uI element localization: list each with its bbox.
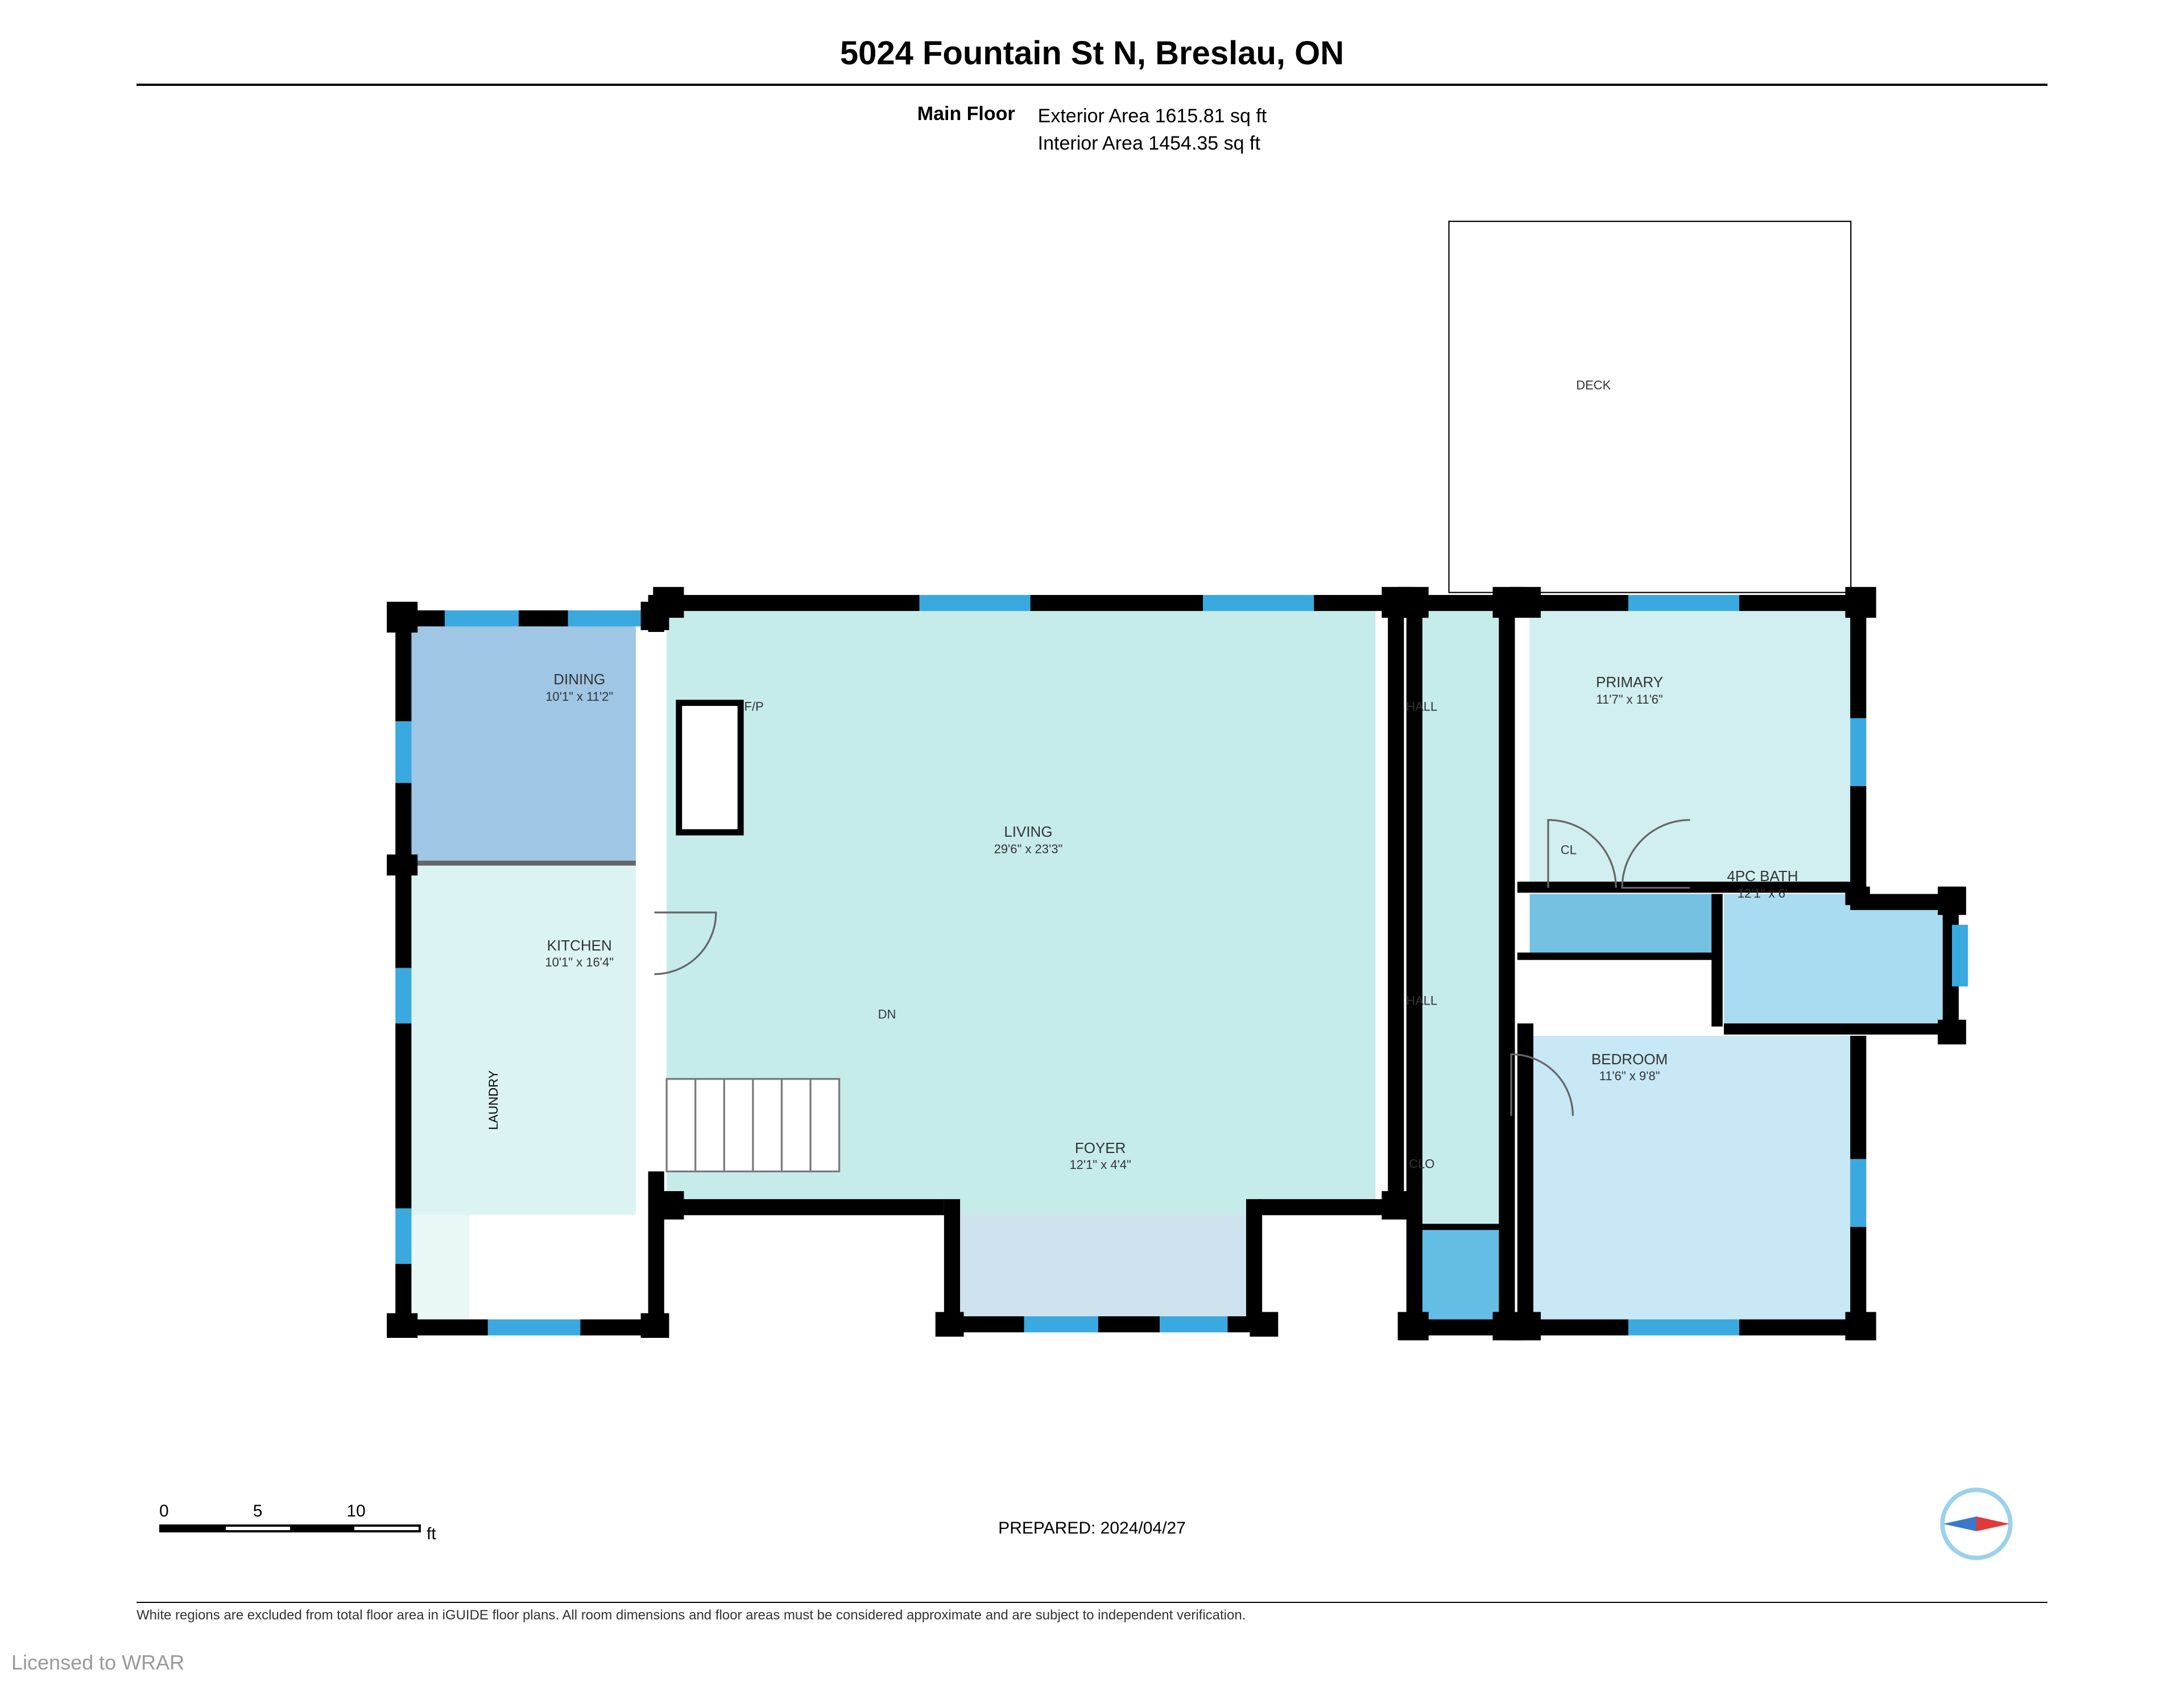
disclaimer-rule (136, 1602, 2048, 1603)
scale-bar-graphic (159, 1524, 421, 1532)
room-labels: DINING10'1" x 11'2" F/P KITCHEN10'1" x 16'… (136, 191, 2048, 1272)
label-hall2: HALL (1406, 993, 1437, 1009)
interior-area: Interior Area 1454.35 sq ft (1038, 130, 1267, 158)
disclaimer-block: White regions are excluded from total fl… (136, 1602, 2048, 1623)
scale-10: 10 (346, 1502, 365, 1521)
exterior-area: Exterior Area 1615.81 sq ft (1038, 103, 1267, 130)
label-dn: DN (878, 1006, 896, 1022)
footer: 0 5 10 ft PREPARED: 2024/04/27 N (136, 1470, 2048, 1595)
label-kitchen: KITCHEN10'1" x 16'4" (545, 936, 614, 970)
label-hall1: HALL (1406, 699, 1437, 715)
floor-label: Main Floor (917, 103, 1015, 157)
prepared-date: PREPARED: 2024/04/27 (998, 1519, 1186, 1538)
label-bedroom: BEDROOM11'6" x 9'8" (1591, 1050, 1668, 1084)
scale-bar: 0 5 10 ft (159, 1502, 436, 1544)
label-fp: F/P (744, 699, 764, 715)
disclaimer-text: White regions are excluded from total fl… (136, 1608, 2048, 1623)
label-laundry: LAUNDRY (486, 1071, 501, 1130)
title-rule (136, 84, 2048, 86)
scale-0: 0 (159, 1502, 169, 1521)
page: 5024 Fountain St N, Breslau, ON Main Flo… (136, 34, 2048, 1572)
scale-unit: ft (427, 1524, 436, 1544)
label-primary: PRIMARY11'7" x 11'6" (1596, 673, 1663, 707)
page-title: 5024 Fountain St N, Breslau, ON (136, 34, 2048, 72)
floorplan: DINING10'1" x 11'2" F/P KITCHEN10'1" x 16'… (136, 191, 2048, 1272)
label-cl: CL (1561, 842, 1577, 858)
label-foyer: FOYER12'1" x 4'4" (1069, 1139, 1131, 1173)
area-block: Exterior Area 1615.81 sq ft Interior Are… (1038, 103, 1267, 157)
label-clo: CLO (1409, 1156, 1434, 1172)
license-text: Licensed to WRAR (11, 1651, 184, 1675)
subheader: Main Floor Exterior Area 1615.81 sq ft I… (136, 103, 2048, 157)
scale-5: 5 (253, 1502, 263, 1521)
label-deck: DECK (1576, 377, 1611, 393)
label-bath: 4PC BATH12'1" x 6' (1727, 867, 1798, 901)
label-dining: DINING10'1" x 11'2" (545, 670, 613, 704)
compass-icon: N (1939, 1487, 2013, 1561)
label-living: LIVING29'6" x 23'3" (994, 823, 1063, 857)
